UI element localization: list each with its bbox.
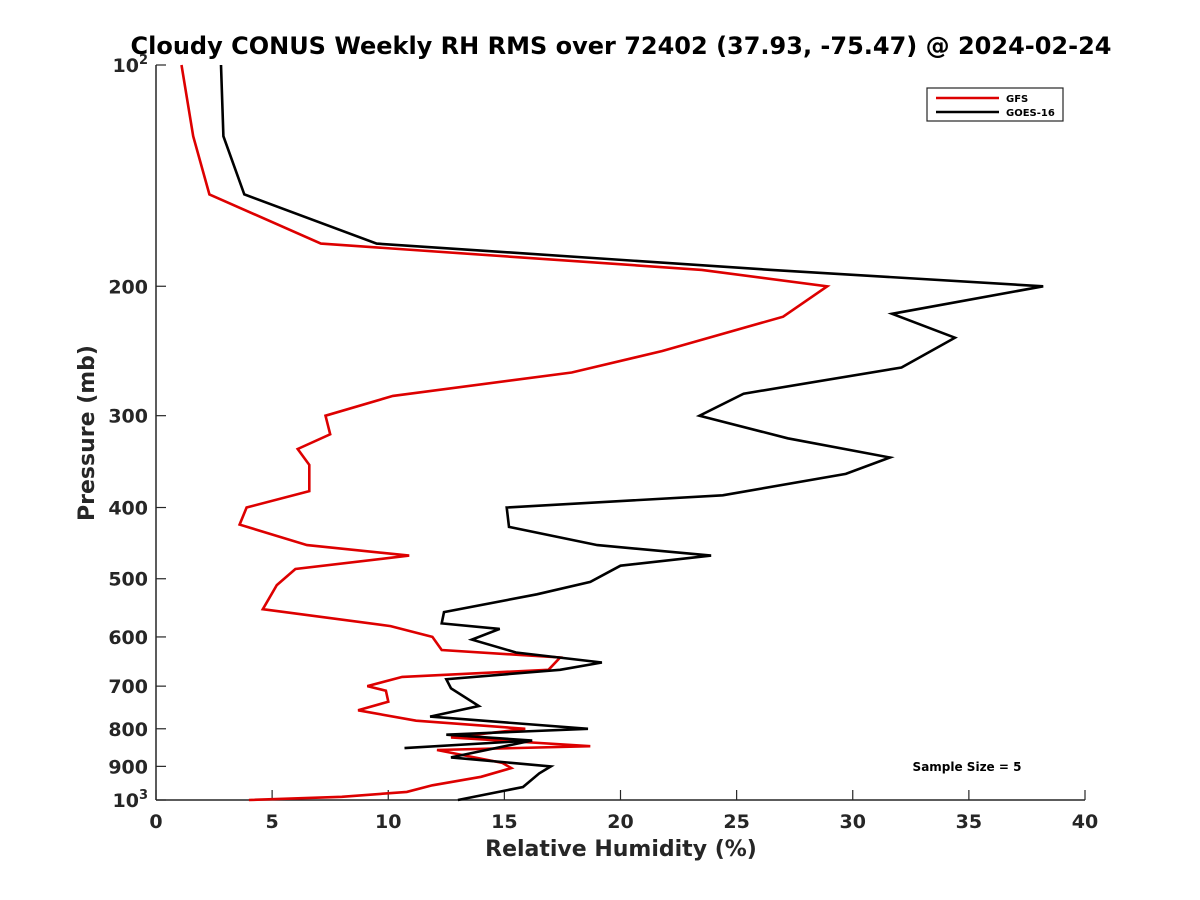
legend: GFS GOES-16 <box>926 87 1064 122</box>
x-tick-label: 0 <box>149 811 162 833</box>
y-tick-label: 600 <box>108 627 148 649</box>
chart-title: Cloudy CONUS Weekly RH RMS over 72402 (3… <box>131 32 1112 60</box>
x-tick-label: 10 <box>375 811 401 833</box>
sample-size-annotation: Sample Size = 5 <box>913 760 1022 774</box>
y-axis: 102 200 300 400 500 600 700 800 900 103 <box>108 53 166 812</box>
x-tick-label: 5 <box>266 811 279 833</box>
y-tick-label: 300 <box>108 406 148 428</box>
x-tick-label: 15 <box>491 811 517 833</box>
legend-label-gfs: GFS <box>1006 94 1028 105</box>
y-tick-label: 700 <box>108 676 148 698</box>
series-layer <box>180 64 1044 802</box>
series-line-gfs <box>180 64 831 802</box>
x-tick-label: 30 <box>840 811 866 833</box>
series-line-goes-16 <box>219 64 1044 802</box>
plot-area <box>155 65 1085 801</box>
y-tick-label: 102 <box>113 53 149 77</box>
y-axis-label: Pressure (mb) <box>75 345 100 521</box>
y-tick-label: 200 <box>108 276 148 298</box>
x-axis-label: Relative Humidity (%) <box>485 837 757 862</box>
y-tick-label: 400 <box>108 498 148 520</box>
legend-label-goes-16: GOES-16 <box>1006 108 1055 119</box>
y-tick-label: 500 <box>108 569 148 591</box>
x-axis: 0 5 10 15 20 25 30 35 40 <box>149 790 1098 833</box>
x-tick-label: 25 <box>723 811 749 833</box>
y-tick-label: 103 <box>113 788 149 812</box>
x-tick-label: 35 <box>956 811 982 833</box>
legend-box <box>926 87 1064 122</box>
x-tick-label: 20 <box>607 811 633 833</box>
y-tick-label: 900 <box>108 756 148 778</box>
x-tick-label: 40 <box>1072 811 1098 833</box>
y-tick-label: 800 <box>108 719 148 741</box>
